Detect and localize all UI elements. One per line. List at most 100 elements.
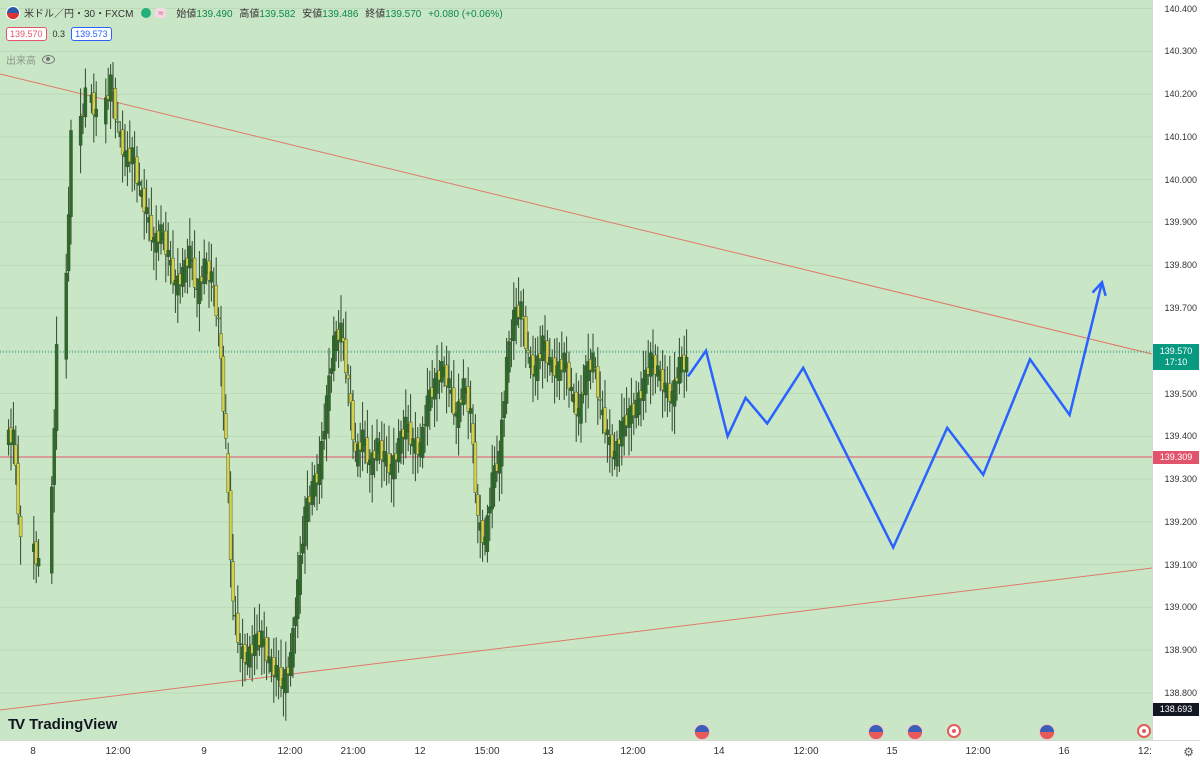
candle <box>485 515 490 552</box>
candle <box>296 579 300 620</box>
candle <box>492 465 497 488</box>
candle <box>444 364 449 386</box>
price-tick-label: 139.500 <box>1164 388 1197 399</box>
candle <box>569 386 574 391</box>
candle <box>209 271 214 283</box>
logo-text: TradingView <box>29 716 118 733</box>
candle <box>387 453 391 473</box>
candle <box>219 333 223 359</box>
tradingview-logo-icon: TV <box>8 716 25 733</box>
time-tick-label: 12:00 <box>965 746 991 757</box>
candle <box>351 400 355 441</box>
us-event-flag-icon[interactable] <box>907 724 923 740</box>
candle <box>468 408 473 414</box>
candle <box>380 440 384 461</box>
candle <box>500 419 504 467</box>
candle <box>214 284 218 317</box>
candle <box>238 643 242 645</box>
close-label: 終値 <box>365 9 386 20</box>
candle <box>370 452 374 475</box>
candle <box>183 260 187 283</box>
candle <box>507 341 511 373</box>
low-value: 139.486 <box>322 9 359 20</box>
candle <box>92 92 96 115</box>
price-tick-label: 138.900 <box>1164 645 1197 656</box>
eye-icon[interactable] <box>42 55 55 64</box>
candle <box>228 490 233 560</box>
candle <box>672 379 677 407</box>
forecast-path[interactable] <box>686 282 1104 551</box>
sell-price-button[interactable]: 139.570 <box>6 27 47 41</box>
tradingview-logo[interactable]: TV TradingView <box>8 716 117 733</box>
price-tick-label: 140.400 <box>1164 3 1197 14</box>
candle <box>435 372 439 394</box>
volume-label: 出来高 <box>6 56 36 67</box>
candle <box>260 630 264 648</box>
ohlc-values: 始値139.490 高値139.582 安値139.486 終値139.570 … <box>176 5 502 20</box>
candle <box>52 428 56 485</box>
candle <box>34 541 38 565</box>
candle <box>149 215 154 241</box>
candle <box>591 352 595 373</box>
candle <box>567 361 571 389</box>
candle <box>512 309 516 341</box>
candle <box>365 437 370 463</box>
market-open-icon[interactable] <box>141 7 152 18</box>
price-scale[interactable]: 140.400 140.300 140.200 140.100 140.000 139.9… <box>1152 0 1200 740</box>
candle <box>305 498 310 523</box>
candle <box>166 250 170 257</box>
candle <box>660 369 665 391</box>
chart-canvas[interactable] <box>0 0 1152 740</box>
open-value: 139.490 <box>196 9 233 20</box>
candle <box>399 431 403 454</box>
compare-badge[interactable]: ≈ <box>155 7 167 18</box>
candle <box>236 612 240 643</box>
candle <box>557 361 562 381</box>
candle <box>471 423 475 445</box>
candle <box>339 322 343 343</box>
forecast-layer <box>686 279 1107 551</box>
candle <box>473 441 478 493</box>
lower-trendline[interactable] <box>0 567 1152 711</box>
candle <box>164 230 168 255</box>
candle <box>519 301 523 320</box>
candle <box>428 389 432 411</box>
chart-pane[interactable]: 米ドル／円・30・FXCM ≈ 始値139.490 高値139.582 安値13… <box>0 0 1152 740</box>
candle <box>420 426 425 458</box>
volume-indicator-legend[interactable]: 出来高 <box>6 52 55 67</box>
candle <box>137 181 142 186</box>
time-scale[interactable]: 8 12:00 9 12:00 21:00 12 15:00 13 12:00 14 12:00 15… <box>0 740 1200 763</box>
candle <box>488 506 492 514</box>
symbol-title[interactable]: 米ドル／円・30・FXCM <box>24 9 134 20</box>
price-tick-label: 139.800 <box>1164 260 1197 271</box>
candle <box>574 391 578 415</box>
price-tick-label: 139.900 <box>1164 217 1197 228</box>
us-event-flag-icon[interactable] <box>694 724 710 740</box>
time-tick-label: 15:00 <box>474 746 500 757</box>
bar-countdown: 17:10 <box>1164 357 1188 367</box>
time-tick-label: 15 <box>886 746 898 757</box>
candle <box>348 393 353 403</box>
buy-price-button[interactable]: 139.573 <box>71 27 112 41</box>
jp-event-flag-icon[interactable] <box>1137 724 1151 738</box>
candle <box>64 272 68 360</box>
us-event-flag-icon[interactable] <box>1039 724 1055 740</box>
price-change: +0.080 (+0.06%) <box>428 9 503 20</box>
candle <box>291 627 295 668</box>
candle <box>144 207 149 215</box>
candle <box>135 156 139 184</box>
candle <box>171 257 175 284</box>
candle <box>226 453 230 493</box>
bottom-price-badge: 138.693 <box>1153 703 1199 716</box>
current-price-badge: 139.570 17:10 <box>1153 344 1199 370</box>
settings-gear-icon[interactable]: ⚙ <box>1183 745 1194 759</box>
price-tick-label: 139.700 <box>1164 302 1197 313</box>
us-event-flag-icon[interactable] <box>868 724 884 740</box>
jp-event-flag-icon[interactable] <box>947 724 961 738</box>
current-price-value: 139.570 <box>1159 346 1193 356</box>
candle <box>334 331 338 351</box>
high-label: 高値 <box>239 9 260 20</box>
candle <box>562 352 566 373</box>
candle <box>320 441 324 480</box>
upper-trendline[interactable] <box>0 73 1152 355</box>
